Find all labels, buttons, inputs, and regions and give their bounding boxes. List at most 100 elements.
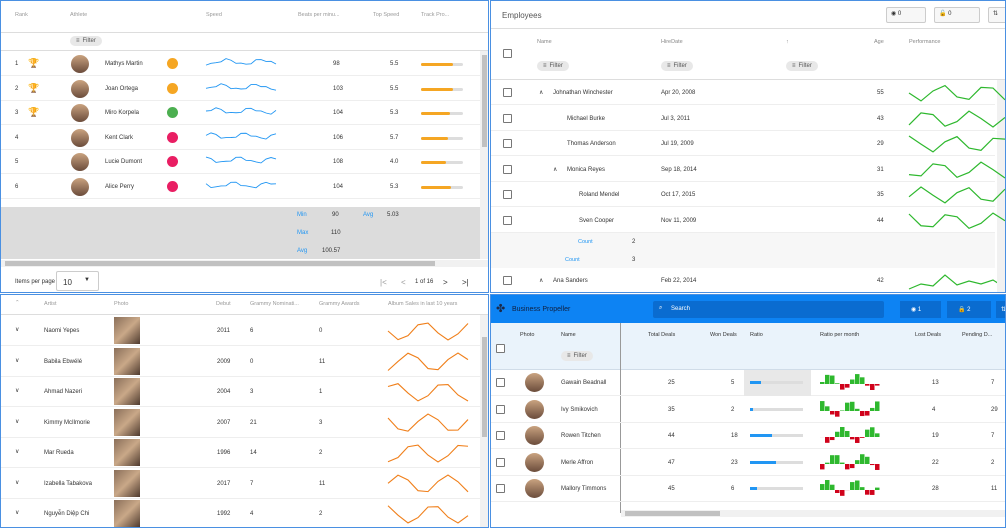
age-filter[interactable]: ≡ Filter <box>786 61 818 71</box>
row-checkbox[interactable] <box>503 139 512 148</box>
col-grammy-nom[interactable]: Grammy Nominati... <box>250 301 299 307</box>
employee-row[interactable]: ∧ Ana Sanders Feb 22, 2014 42 <box>491 268 1005 292</box>
row-checkbox[interactable] <box>503 215 512 225</box>
page-size-select[interactable]: 10 ▼ <box>56 271 99 291</box>
col-ratio-month[interactable]: Ratio per month <box>820 332 860 338</box>
col-top-speed[interactable]: Top Speed <box>373 12 400 18</box>
search-input[interactable]: ⌕ Search <box>653 301 884 318</box>
expand-icon[interactable]: ∨ <box>15 510 20 516</box>
artist-row[interactable]: ∨ Ahmad Nazeri 2004 3 1 <box>1 377 480 407</box>
expand-all-icon[interactable]: ⌃ <box>15 300 20 306</box>
athlete-row[interactable]: 1 🏆 Mathys Martin 98 5.5 <box>1 52 480 76</box>
hidden-columns-button[interactable]: ◉ 0 <box>886 7 926 23</box>
athletes-vscroll[interactable] <box>480 51 488 259</box>
sort-asc-icon[interactable]: ↑ <box>786 39 789 45</box>
col-ratio[interactable]: Ratio <box>750 332 763 338</box>
athlete-row[interactable]: 4 Kent Clark 106 5.7 <box>1 126 480 150</box>
artist-row[interactable]: ∨ Kimmy McIlmorie 2007 21 3 <box>1 408 480 438</box>
select-all-checkbox[interactable] <box>496 344 505 353</box>
sort-columns-button[interactable]: ⇅ <box>988 7 1005 23</box>
expand-icon[interactable]: ∨ <box>15 418 20 425</box>
expand-icon[interactable]: ∨ <box>15 479 20 486</box>
col-lost-deals[interactable]: Lost Deals <box>915 332 941 338</box>
expand-icon[interactable]: ∨ <box>15 327 20 333</box>
artist-row[interactable]: ∨ Nguyễn Diệp Chi 1992 4 2 <box>1 499 480 527</box>
business-hscroll[interactable] <box>621 510 1005 517</box>
business-row[interactable]: Rowen Titchen 44 18 19 7 <box>491 423 1005 449</box>
row-checkbox[interactable] <box>503 113 512 123</box>
hiredate-filter[interactable]: ≡ Filter <box>661 61 693 71</box>
prev-page-icon[interactable]: < <box>401 278 406 287</box>
col-beats[interactable]: Beats per minu... <box>298 12 340 18</box>
col-artist[interactable]: Artist <box>44 301 57 307</box>
pinned-columns-button[interactable]: 🔓 0 <box>934 7 980 23</box>
business-row[interactable]: Merle Affron 47 23 22 2 <box>491 450 1005 476</box>
col-track[interactable]: Track Pro... <box>421 12 450 18</box>
expand-icon[interactable]: ∨ <box>15 357 20 364</box>
collapse-icon[interactable]: ∧ <box>539 90 544 96</box>
col-age[interactable]: Age <box>874 39 884 45</box>
first-page-icon[interactable]: |< <box>380 278 387 287</box>
row-checkbox[interactable] <box>503 164 512 174</box>
pinned-button[interactable]: 🔒 2 <box>947 301 991 318</box>
athletes-hscroll[interactable] <box>1 260 488 267</box>
select-all-checkbox[interactable] <box>503 49 512 58</box>
col-rank[interactable]: Rank <box>15 12 28 18</box>
col-pending[interactable]: Pending D... <box>962 332 993 338</box>
row-checkbox[interactable] <box>496 431 505 440</box>
row-checkbox[interactable] <box>503 190 512 199</box>
athlete-row[interactable]: 3 🏆 Miro Korpela 104 5.3 <box>1 101 480 125</box>
col-performance[interactable]: Performance <box>909 39 941 45</box>
athlete-row[interactable]: 5 Lucie Dumont 108 4.0 <box>1 150 480 174</box>
next-page-icon[interactable]: > <box>443 278 448 287</box>
row-checkbox[interactable] <box>503 276 512 285</box>
collapse-icon[interactable]: ∧ <box>553 166 558 173</box>
col-won-deals[interactable]: Won Deals <box>710 332 737 338</box>
artist-row[interactable]: ∨ Mar Rueda 1996 14 2 <box>1 438 480 468</box>
employee-row[interactable]: Michael Burke Jul 3, 2011 43 <box>491 106 1005 131</box>
col-hiredate[interactable]: HireDate <box>661 39 683 45</box>
total-deals: 25 <box>668 380 675 386</box>
row-checkbox[interactable] <box>496 404 505 414</box>
business-row[interactable]: Gawain Beadnall 25 5 13 7 <box>491 370 1005 396</box>
artist-row[interactable]: ∨ Izabella Tabakova 2017 7 11 <box>1 469 480 499</box>
employees-vscroll[interactable] <box>997 80 1005 292</box>
row-checkbox[interactable] <box>496 484 505 493</box>
employee-row[interactable]: Roland Mendel Oct 17, 2015 35 <box>491 182 1005 207</box>
hidden-button[interactable]: ◉ 1 <box>900 301 941 318</box>
row-checkbox[interactable] <box>496 378 505 387</box>
col-grammy-awards[interactable]: Grammy Awards <box>319 301 360 307</box>
col-speed[interactable]: Speed <box>206 12 222 18</box>
employee-row[interactable]: ∧ Johnathan Winchester Apr 20, 2008 55 <box>491 80 1005 105</box>
artist-row[interactable]: ∨ Naomi Yepes 2011 6 0 <box>1 316 480 346</box>
collapse-icon[interactable]: ∧ <box>539 278 544 284</box>
artists-vscroll[interactable] <box>480 315 488 527</box>
col-photo[interactable]: Photo <box>114 301 129 307</box>
employee-row[interactable]: Thomas Anderson Jul 19, 2009 29 <box>491 131 1005 156</box>
athlete-row[interactable]: 2 🏆 Joan Ortega 103 5.5 <box>1 77 480 101</box>
row-checkbox[interactable] <box>496 457 505 467</box>
row-checkbox[interactable] <box>503 88 512 97</box>
business-row[interactable]: Ivy Smikovich 35 2 4 29 <box>491 397 1005 423</box>
col-total-deals[interactable]: Total Deals <box>648 332 676 338</box>
sort-button[interactable]: ⇅ <box>996 301 1005 318</box>
artist-row[interactable]: ∨ Babila Ebwélé 2009 0 11 <box>1 347 480 377</box>
employee-row[interactable]: ∧ Monica Reyes Sep 18, 2014 31 <box>491 157 1005 182</box>
employee-row[interactable]: Sven Cooper Nov 11, 2009 44 <box>491 208 1005 233</box>
last-page-icon[interactable]: >| <box>462 278 469 287</box>
col-athlete[interactable]: Athlete <box>70 12 88 18</box>
col-name[interactable]: Name <box>561 332 576 338</box>
col-debut[interactable]: Debut <box>216 301 231 307</box>
name-filter[interactable]: ≡ Filter <box>561 351 593 361</box>
expand-icon[interactable]: ∨ <box>15 449 20 455</box>
col-album-sales[interactable]: Album Sales in last 10 years <box>388 301 458 307</box>
col-photo[interactable]: Photo <box>520 332 535 338</box>
athlete-row[interactable]: 6 Alice Perry 104 5.3 <box>1 175 480 199</box>
expand-icon[interactable]: ∨ <box>15 388 20 394</box>
business-row[interactable]: Mallory Timmons 45 6 28 11 <box>491 476 1005 502</box>
artist-awards: 3 <box>319 419 323 426</box>
name-filter[interactable]: ≡ Filter <box>537 61 569 71</box>
employee-name: Thomas Anderson <box>567 141 616 147</box>
athletes-filter-button[interactable]: ≡ Filter <box>70 36 102 46</box>
col-name[interactable]: Name <box>537 39 552 45</box>
